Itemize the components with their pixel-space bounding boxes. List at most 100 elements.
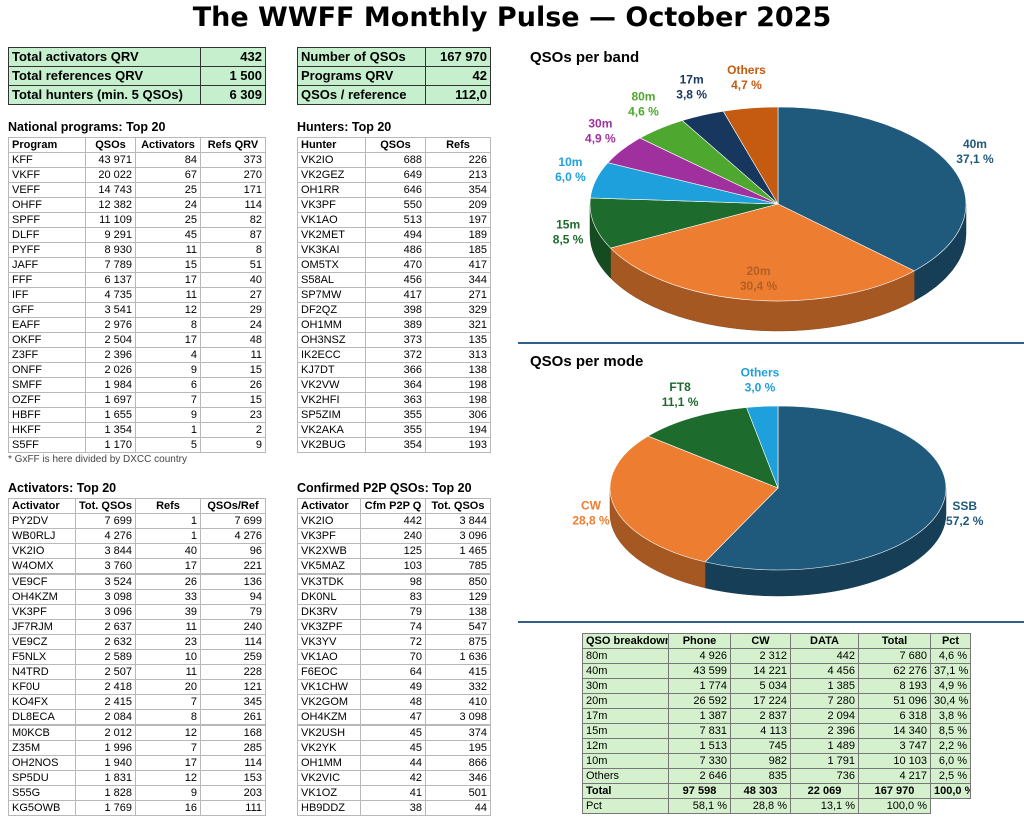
cell: VK2BUG: [297, 437, 366, 453]
cell: 195: [425, 739, 491, 756]
cell: 4 926: [668, 648, 731, 664]
cell: 1 170: [85, 437, 136, 453]
cell: VK2YK: [297, 739, 361, 756]
cell: 83: [360, 588, 426, 605]
cell: 9 291: [85, 227, 136, 243]
cell: 354: [365, 437, 426, 453]
cell: 745: [730, 738, 791, 754]
cell: 1: [135, 528, 201, 545]
cell: 1: [135, 513, 201, 530]
cell: IFF: [8, 287, 86, 303]
header-cell: 167 970: [858, 783, 931, 799]
cell: 410: [425, 694, 491, 711]
header-cell: Tot. QSOs: [425, 498, 491, 515]
cell: 41: [360, 784, 426, 801]
pie-slice: [609, 435, 779, 563]
cell: 67: [135, 167, 201, 183]
cell: 197: [425, 212, 491, 228]
cell: 2 012: [75, 724, 136, 741]
cell: 9: [200, 437, 266, 453]
cell: 14 743: [85, 182, 136, 198]
cell: 6: [135, 377, 201, 393]
cell: 313: [425, 347, 491, 363]
cell: 24: [135, 197, 201, 213]
cell: VK3PF: [297, 197, 366, 213]
cell: EAFF: [8, 317, 86, 333]
cell: 42: [360, 769, 426, 786]
header-cell: QSO breakdown: [582, 633, 669, 649]
cell: DK3RV: [297, 603, 361, 620]
cell: 43 599: [668, 663, 731, 679]
cell: 1 489: [790, 738, 859, 754]
cell: 129: [425, 588, 491, 605]
header-cell: Activator: [297, 498, 361, 515]
header-cell: Activator: [8, 498, 76, 515]
cell: 1 354: [85, 422, 136, 438]
cell: 7 680: [858, 648, 931, 664]
cell: 45: [360, 724, 426, 741]
cell: 45: [135, 227, 201, 243]
cell: 17: [135, 558, 201, 575]
slice-value-label: 11,1 %: [662, 395, 699, 409]
cell: 2 396: [790, 723, 859, 739]
cell: Pct: [582, 798, 669, 814]
cell: 15m: [582, 723, 669, 739]
cell: HB9DDZ: [297, 800, 361, 817]
cell: 442: [790, 648, 859, 664]
cell: 12: [135, 724, 201, 741]
cell: 363: [365, 392, 426, 408]
cell: 7 699: [75, 513, 136, 530]
cell: 111: [200, 800, 266, 817]
cell: 114: [200, 197, 266, 213]
header-cell: QSOs: [85, 137, 136, 153]
cell: 70: [360, 649, 426, 666]
cell: 7: [135, 739, 201, 756]
header-cell: 97 598: [668, 783, 731, 799]
cell: OHFF: [8, 197, 86, 213]
cell: 153: [200, 769, 266, 786]
cell: 8,5 %: [930, 723, 971, 739]
cell: VK2USH: [297, 724, 361, 741]
cell: OH4KZM: [297, 709, 361, 726]
cell: 3 098: [75, 588, 136, 605]
cell: 1 513: [668, 738, 731, 754]
cell: 198: [425, 392, 491, 408]
cell: VK2GOM: [297, 694, 361, 711]
cell: 28,8 %: [730, 798, 791, 814]
cell: VK3PF: [8, 603, 76, 620]
cell: Total activators QRV: [8, 47, 201, 67]
cell: 4 456: [790, 663, 859, 679]
cell: 64: [360, 664, 426, 681]
cell: 82: [200, 212, 266, 228]
cell: 5 034: [730, 678, 791, 694]
cell: 442: [360, 513, 426, 530]
header-cell: QSOs/Ref: [200, 498, 266, 515]
cell: 374: [425, 724, 491, 741]
cell: 30,4 %: [930, 693, 971, 709]
cell: 12: [135, 302, 201, 318]
cell: VK2MET: [297, 227, 366, 243]
cell: 688: [365, 152, 426, 168]
cell: 417: [365, 287, 426, 303]
cell: F5NLX: [8, 649, 76, 666]
cell: 47: [360, 709, 426, 726]
cell: VK3YV: [297, 633, 361, 650]
cell: SP7MW: [297, 287, 366, 303]
chart-title: QSOs per band: [530, 49, 639, 66]
cell: 982: [730, 753, 791, 769]
cell: IK2ECC: [297, 347, 366, 363]
cell: VE9CF: [8, 573, 76, 590]
cell: 98: [360, 573, 426, 590]
pie-slice: [777, 106, 967, 272]
cell: 48: [360, 694, 426, 711]
cell: 3 096: [425, 528, 491, 545]
slice-value-label: 3,0 %: [745, 381, 776, 395]
cell: 1 500: [200, 66, 266, 86]
slice-value-label: 4,9 %: [585, 132, 616, 146]
cell: JAFF: [8, 257, 86, 273]
cell: 29: [200, 302, 266, 318]
cell: 80m: [582, 648, 669, 664]
cell: 213: [425, 167, 491, 183]
cell: 12m: [582, 738, 669, 754]
cell: VK2AKA: [297, 422, 366, 438]
